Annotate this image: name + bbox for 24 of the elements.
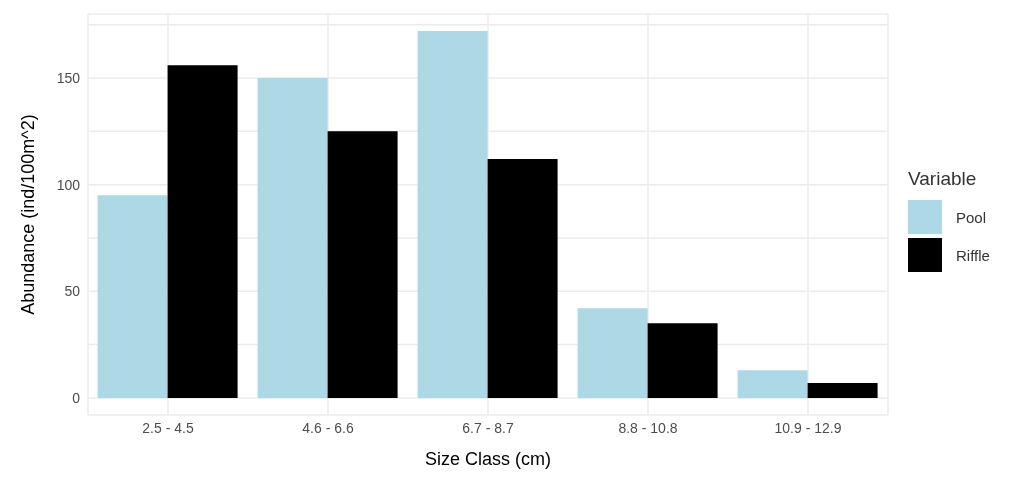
x-tick-label: 8.8 - 10.8 bbox=[618, 419, 678, 436]
bar bbox=[257, 77, 328, 398]
y-tick-label: 50 bbox=[64, 283, 81, 300]
bar bbox=[167, 65, 238, 398]
legend-label: Riffle bbox=[956, 246, 990, 264]
y-tick-label: 0 bbox=[72, 389, 81, 406]
bar bbox=[487, 159, 558, 398]
bar bbox=[327, 131, 398, 398]
x-tick-label: 10.9 - 12.9 bbox=[774, 419, 842, 436]
bar bbox=[97, 195, 168, 398]
bar bbox=[647, 323, 718, 398]
legend-label: Pool bbox=[956, 208, 987, 226]
bar bbox=[577, 308, 648, 398]
y-tick-label: 100 bbox=[56, 176, 81, 193]
x-tick-label: 4.6 - 6.6 bbox=[302, 419, 354, 436]
bar bbox=[417, 31, 488, 398]
y-axis-title: Abundance (ind/100m^2) bbox=[18, 114, 39, 315]
bar bbox=[737, 370, 808, 398]
legend-title: Variable bbox=[908, 168, 978, 190]
x-tick-label: 6.7 - 8.7 bbox=[462, 419, 514, 436]
y-tick-label: 150 bbox=[56, 69, 81, 86]
bar bbox=[807, 383, 878, 398]
x-tick-label: 2.5 - 4.5 bbox=[142, 419, 194, 436]
x-axis-title: Size Class (cm) bbox=[424, 449, 552, 469]
